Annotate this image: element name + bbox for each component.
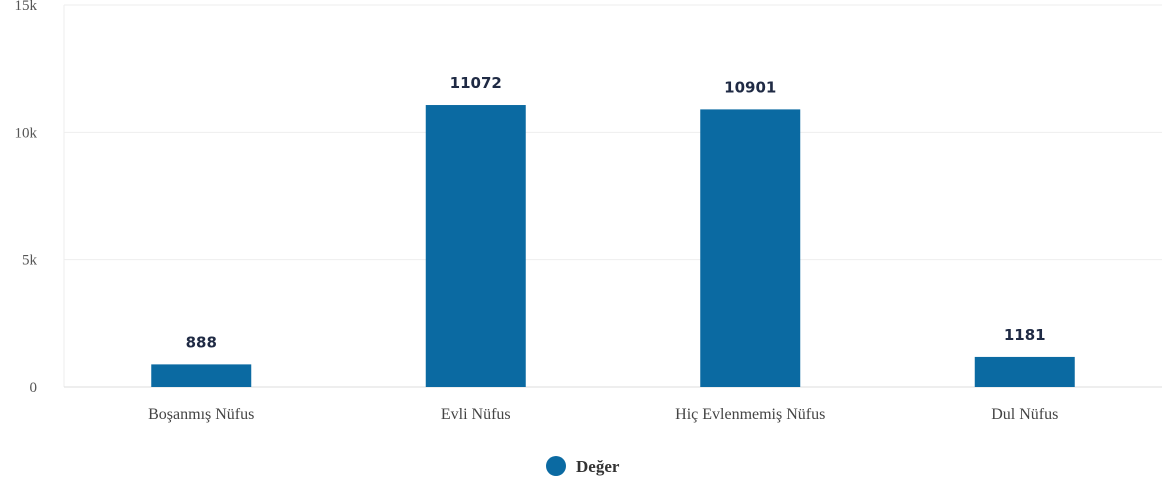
y-tick-label: 10k [15, 125, 38, 141]
x-tick-label: Boşanmış Nüfus [148, 406, 254, 423]
y-tick-label: 5k [22, 253, 38, 269]
x-tick-label: Hiç Evlenmemiş Nüfus [675, 406, 825, 423]
bar[interactable] [700, 109, 801, 387]
legend-label[interactable]: Değer [576, 457, 620, 476]
bar[interactable] [974, 356, 1075, 387]
data-label: 1181 [1004, 326, 1046, 344]
y-tick-label: 15k [15, 0, 38, 14]
y-tick-label: 0 [30, 380, 38, 396]
data-label: 888 [186, 333, 217, 351]
bar[interactable] [425, 105, 526, 387]
legend-marker[interactable] [546, 456, 566, 476]
data-label: 10901 [724, 78, 776, 96]
data-label: 11072 [450, 74, 502, 92]
legend[interactable]: Değer [546, 456, 620, 476]
bars [151, 105, 1075, 387]
gridlines [63, 4, 1162, 388]
bar[interactable] [151, 364, 252, 387]
y-axis-ticks: 0 5k 10k 15k [15, 0, 38, 396]
x-tick-label: Evli Nüfus [441, 406, 511, 423]
data-labels: 888 11072 10901 1181 [186, 74, 1046, 351]
x-tick-label: Dul Nüfus [991, 406, 1058, 423]
x-axis-labels: Boşanmış Nüfus Evli Nüfus Hiç Evlenmemiş N… [148, 406, 1058, 423]
